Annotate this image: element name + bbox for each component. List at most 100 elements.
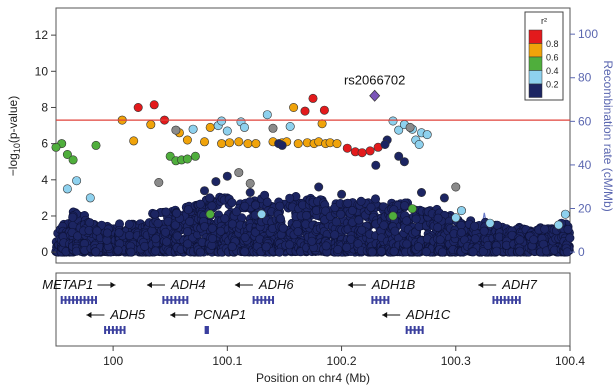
- snp-point-navy: [222, 171, 232, 181]
- gene-exon: [405, 326, 408, 334]
- snp-point-red: [300, 106, 310, 116]
- gene-exon: [115, 326, 118, 334]
- gene-exon: [170, 296, 173, 304]
- snp-point: [262, 197, 272, 207]
- snp-point: [124, 219, 134, 229]
- snp-point: [367, 247, 377, 257]
- snp-point-navy: [245, 188, 255, 198]
- snp-point-navy: [416, 188, 426, 198]
- snp-point: [389, 246, 399, 256]
- legend-swatch: [528, 29, 543, 44]
- gene-exon: [507, 296, 510, 304]
- gene-exon: [417, 326, 420, 334]
- x-axis-title: Position on chr4 (Mb): [256, 371, 370, 385]
- gene-exon: [87, 296, 90, 304]
- gene-exon: [79, 296, 82, 304]
- gene-exon: [514, 296, 517, 304]
- snp-point-lightblue: [222, 126, 232, 136]
- snp-point: [240, 247, 250, 257]
- snp-point: [153, 218, 163, 228]
- legend-swatch: [528, 43, 543, 58]
- gene-exon: [91, 296, 94, 304]
- y-axis-title: −log10(p-value): [6, 96, 22, 176]
- snp-point-lightblue: [560, 209, 570, 219]
- snp-point: [240, 201, 250, 211]
- gene-exon: [72, 296, 75, 304]
- lead-snp-diamond: [369, 89, 381, 102]
- strand-arrow-head: [382, 312, 388, 318]
- snp-point: [261, 242, 271, 252]
- snp-point: [469, 221, 479, 231]
- gene-exon: [379, 296, 382, 304]
- snp-point-lightblue: [485, 218, 495, 228]
- gene-exon: [94, 296, 97, 304]
- snp-point: [370, 194, 380, 204]
- snp-point-lightblue: [285, 122, 295, 132]
- snp-point-red: [342, 143, 352, 153]
- snp-point: [492, 246, 502, 256]
- snp-point: [172, 231, 182, 241]
- snp-point: [102, 228, 112, 238]
- snp-point-lightblue: [456, 206, 466, 216]
- gene-label-adh6: ADH6: [258, 277, 294, 292]
- snp-point: [529, 235, 539, 245]
- snp-point: [278, 223, 288, 233]
- gene-track-frame: [55, 272, 571, 347]
- snp-point: [161, 207, 171, 217]
- gene-exon: [186, 296, 189, 304]
- snp-point-lightblue: [72, 176, 82, 186]
- gene-label-pcnap1: PCNAP1: [194, 307, 246, 322]
- y-right-tick-label: 20: [578, 202, 592, 216]
- snp-point: [421, 247, 431, 257]
- snp-point: [366, 202, 376, 212]
- snp-point-orange: [234, 137, 244, 147]
- snp-point-orange: [317, 119, 327, 129]
- lead-snp: rs2066702: [344, 73, 405, 102]
- y-axis-title-right: Recombination rate (cM/Mb): [601, 60, 615, 211]
- snp-point-green: [68, 155, 78, 165]
- snp-point: [207, 201, 217, 211]
- snp-point: [402, 239, 412, 249]
- snp-point-lightblue: [554, 220, 564, 230]
- snp-point: [330, 230, 340, 240]
- snp-point: [333, 245, 343, 255]
- snp-point: [321, 241, 331, 251]
- snp-point-orange: [293, 139, 303, 149]
- gene-label-metap1: METAP1: [42, 277, 93, 292]
- gene-exon: [375, 296, 378, 304]
- snp-point-gray: [171, 125, 181, 135]
- snp-point-orange: [205, 122, 215, 132]
- y-tick-label: 6: [41, 137, 48, 151]
- snp-point-lightblue: [240, 122, 250, 132]
- background-points: [51, 190, 575, 257]
- snp-point: [161, 227, 171, 237]
- gene-exon: [107, 326, 110, 334]
- snp-point: [183, 239, 193, 249]
- snp-point-red: [357, 148, 367, 158]
- y-right-tick-label: 40: [578, 158, 592, 172]
- snp-point: [379, 220, 389, 230]
- snp-point-lightblue: [257, 209, 267, 219]
- y-tick-label: 8: [41, 100, 48, 114]
- gene-exon: [499, 296, 502, 304]
- snp-point: [331, 217, 341, 227]
- snp-point-orange: [251, 139, 261, 149]
- snp-point: [151, 246, 161, 256]
- gene-exon: [387, 296, 390, 304]
- strand-arrow-head: [478, 282, 484, 288]
- snp-point: [162, 237, 172, 247]
- snp-point-lightblue: [85, 193, 95, 203]
- legend-label: 0.6: [546, 53, 559, 63]
- snp-point: [390, 226, 400, 236]
- gene-exon: [166, 296, 169, 304]
- snp-point: [301, 211, 311, 221]
- snp-point: [285, 193, 295, 203]
- r2-legend: r² 0.8 0.6 0.4 0.2: [524, 11, 564, 101]
- snp-point-green: [51, 142, 61, 152]
- snp-point-navy: [211, 177, 221, 187]
- gene-exon: [104, 326, 107, 334]
- x-tick-label: 100: [103, 354, 123, 368]
- gene-exon: [162, 296, 165, 304]
- gene-label-adh4: ADH4: [170, 277, 206, 292]
